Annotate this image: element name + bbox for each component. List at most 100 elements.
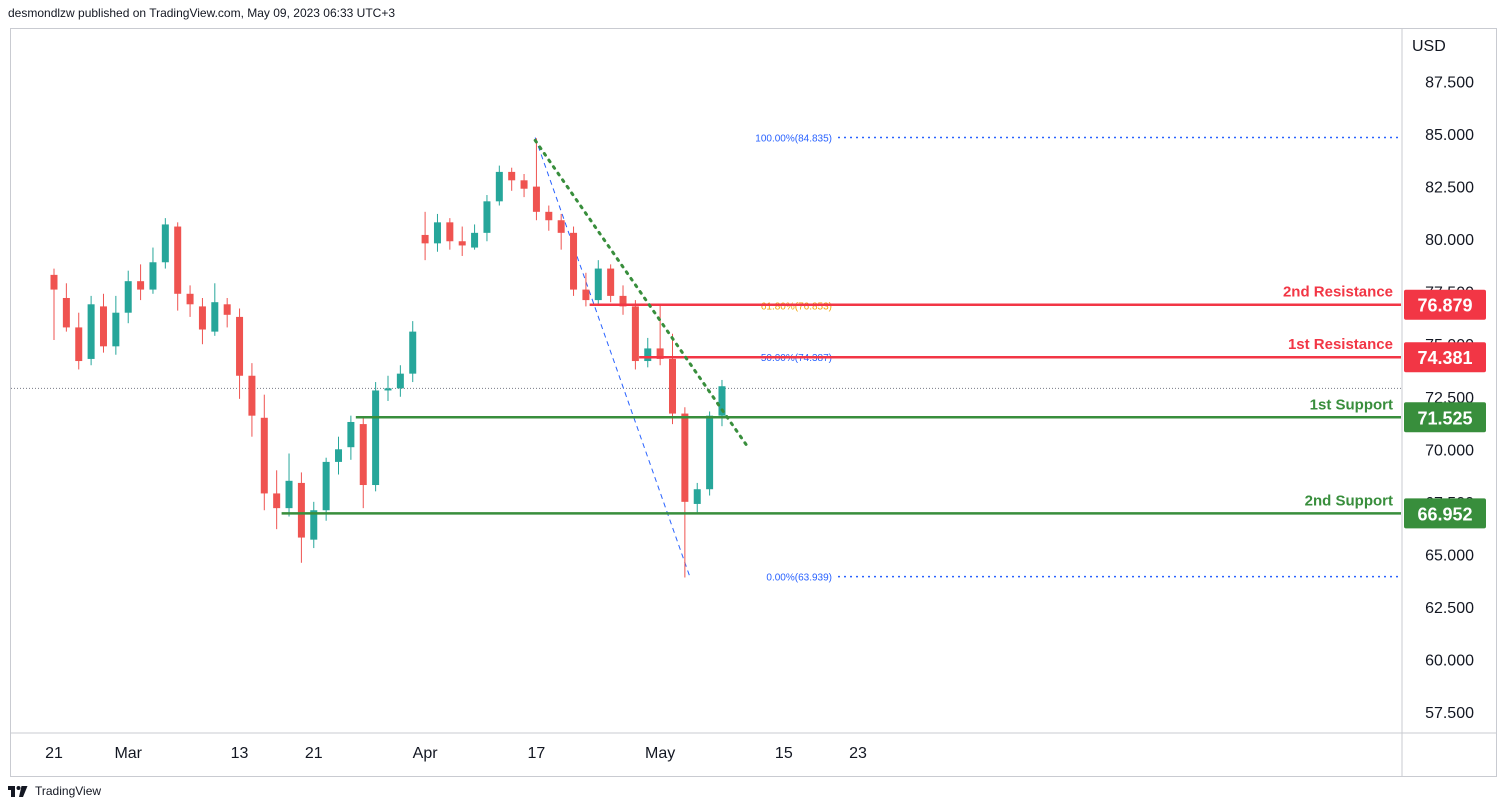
x-tick-label: 21	[45, 745, 63, 762]
candle-body	[396, 373, 404, 389]
candle-body	[372, 390, 380, 486]
candle-body	[458, 241, 466, 246]
fib-level-label: 61.80%(76.853)	[761, 301, 832, 312]
candle	[75, 312, 83, 370]
candle	[62, 283, 70, 332]
candle-body	[607, 268, 615, 296]
candle-body	[87, 304, 95, 359]
candle	[186, 285, 194, 317]
y-tick-label: 62.500	[1425, 600, 1474, 617]
candle-body	[186, 293, 194, 305]
candle-body	[137, 281, 145, 290]
candle-body	[545, 211, 553, 221]
candle	[409, 321, 417, 383]
price-badge	[1404, 402, 1486, 433]
candle	[99, 293, 107, 353]
x-tick-label: May	[645, 745, 675, 762]
candle-body	[50, 274, 58, 290]
y-tick-label: 57.500	[1425, 705, 1474, 722]
candle	[631, 300, 639, 370]
y-tick-label: 70.000	[1425, 442, 1474, 459]
candle	[433, 213, 441, 252]
candle-body	[174, 226, 182, 294]
candle-body	[322, 461, 330, 511]
candle	[198, 297, 206, 345]
candle-body	[211, 302, 219, 332]
candle	[669, 333, 676, 425]
fib-diagonal-line	[534, 137, 691, 577]
candle-body	[285, 480, 293, 509]
candle	[236, 308, 244, 399]
candle-body	[310, 510, 318, 540]
candle	[706, 411, 714, 496]
candle-body	[99, 306, 107, 347]
price-badge-value: 74.381	[1417, 348, 1472, 368]
candle	[471, 224, 479, 250]
candle-body	[421, 234, 429, 244]
candle-body	[260, 417, 268, 494]
support-level-name: 1st Support	[1310, 396, 1393, 413]
candle	[693, 482, 701, 513]
candle-body	[198, 306, 206, 330]
tradingview-logo-icon	[8, 786, 28, 797]
candle	[322, 457, 330, 521]
candle-body	[359, 424, 367, 486]
candle	[347, 415, 355, 460]
candle	[520, 174, 528, 198]
candle	[483, 195, 491, 242]
candle	[50, 268, 58, 341]
candle-body	[112, 312, 120, 347]
fib-level-label: 0.00%(63.939)	[766, 573, 832, 584]
price-badge	[1404, 342, 1486, 373]
x-tick-label: Apr	[413, 745, 439, 762]
candle	[137, 264, 145, 301]
candle-body	[669, 358, 676, 414]
candle-body	[161, 224, 169, 263]
candle	[557, 213, 565, 250]
candle	[570, 226, 578, 296]
support-level-name: 2nd Support	[1305, 492, 1393, 509]
candle-body	[644, 348, 652, 362]
candle-body	[557, 220, 565, 233]
x-tick-label: 15	[775, 745, 793, 762]
candle-body	[297, 482, 305, 538]
candle	[248, 363, 256, 437]
candle-body	[75, 327, 83, 362]
candle-body	[508, 171, 516, 181]
candle	[297, 472, 305, 563]
candle-body	[335, 449, 343, 462]
candle-body	[223, 304, 231, 315]
candle	[619, 285, 627, 315]
candle	[359, 417, 367, 509]
x-tick-label: Mar	[114, 745, 142, 762]
downtrend-line	[533, 138, 750, 449]
candle	[124, 270, 132, 324]
publisher-line: desmondlzw published on TradingView.com,…	[8, 6, 396, 20]
tradingview-footer: TradingView	[8, 784, 101, 798]
candle	[656, 304, 664, 366]
candle-body	[706, 415, 714, 490]
candle	[112, 295, 120, 355]
candle-body	[124, 281, 132, 313]
candle-body	[631, 306, 639, 362]
candle-body	[520, 180, 528, 189]
candle-body	[471, 232, 479, 248]
candle-body	[681, 413, 689, 502]
candle	[532, 138, 540, 221]
candle	[87, 295, 95, 366]
x-tick-label: 13	[231, 745, 249, 762]
fib-level-label: 100.00%(84.835)	[755, 134, 832, 145]
candle	[372, 382, 380, 492]
candle	[396, 365, 404, 397]
candle	[644, 337, 652, 368]
y-tick-label: 82.500	[1425, 180, 1474, 197]
currency-label: USD	[1412, 38, 1446, 55]
candle	[161, 218, 169, 269]
candle-body	[619, 295, 627, 307]
candle	[582, 272, 590, 307]
resistance-level-name: 1st Resistance	[1288, 336, 1393, 353]
resistance-level-name: 2nd Resistance	[1283, 284, 1393, 301]
x-tick-label: 17	[528, 745, 546, 762]
candle-body	[570, 232, 578, 290]
